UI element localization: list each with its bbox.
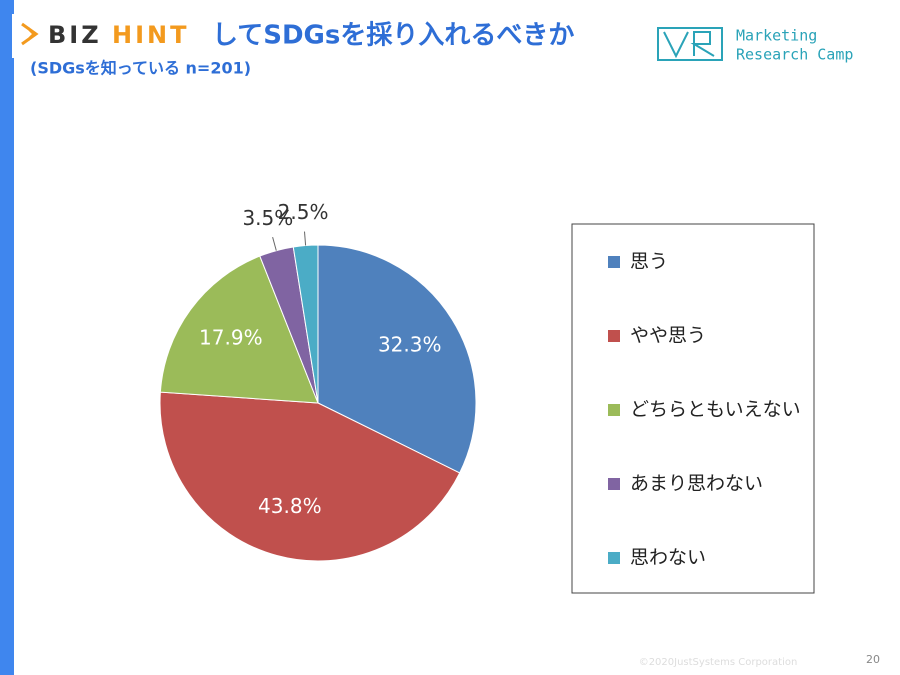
logo-text: BIZ (48, 21, 102, 49)
pie-slice (159, 255, 319, 404)
copyright: ©2020JustSystems Corporation (639, 657, 798, 668)
leader-line (272, 236, 277, 251)
legend-swatch (608, 552, 620, 564)
legend-label: 思う (630, 251, 668, 273)
brand-text: Research Camp (736, 46, 853, 64)
data-label: 43.8% (258, 494, 322, 518)
legend-swatch (608, 330, 620, 342)
brand-icon (663, 31, 715, 59)
data-label: 32.3% (378, 332, 442, 356)
legend-label: あまり思わない (630, 473, 763, 495)
side-stripe (0, 0, 14, 675)
pie-slice (159, 391, 461, 562)
legend-swatch (608, 478, 620, 490)
data-label: 2.5% (278, 200, 329, 224)
page-number: 20 (866, 653, 880, 666)
leader-line (304, 231, 307, 246)
title: してSDGsを採り入れるべきか (212, 21, 574, 51)
logo-icon (21, 22, 39, 46)
legend-label: どちらともいえない (630, 399, 801, 421)
brand-icon (657, 27, 723, 61)
legend-swatch (608, 256, 620, 268)
logo-box (12, 14, 206, 58)
legend-label: やや思う (630, 325, 706, 347)
brand-text: Marketing (736, 27, 817, 45)
data-label: 3.5% (242, 206, 293, 230)
data-label: 17.9% (199, 326, 263, 350)
pie-slice (317, 244, 477, 474)
subtitle: (SDGsを知っている n=201) (30, 59, 251, 78)
legend-swatch (608, 404, 620, 416)
legend-label: 思わない (630, 547, 706, 569)
logo-text: HINT (112, 21, 189, 49)
